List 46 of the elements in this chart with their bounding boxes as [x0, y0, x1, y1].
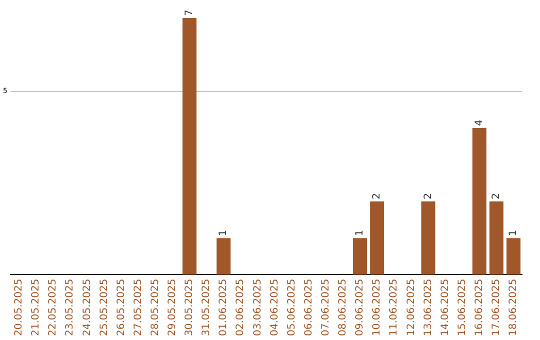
- bar: [506, 238, 520, 275]
- x-tick-label: 05.06.2025: [286, 278, 298, 336]
- data-label: 7: [184, 10, 196, 16]
- x-tick-label: 12.06.2025: [406, 278, 417, 336]
- data-label: 4: [474, 120, 485, 126]
- x-tick-label: 25.05.2025: [98, 278, 110, 336]
- data-label: 2: [491, 193, 502, 200]
- x-tick-label: 30.05.2025: [184, 278, 196, 336]
- x-tick-label: 23.05.2025: [64, 278, 76, 336]
- x-tick-label: 04.06.2025: [269, 278, 280, 336]
- x-tick-label: 21.05.2025: [30, 278, 42, 336]
- x-tick-label: 15.06.2025: [456, 278, 468, 336]
- x-tick-label: 10.06.2025: [372, 278, 383, 336]
- bar: [472, 128, 486, 275]
- x-tick-label: 18.06.2025: [508, 278, 520, 336]
- x-tick-label: 27.05.2025: [132, 278, 144, 336]
- bar: [489, 201, 504, 275]
- x-tick-label: 16.06.2025: [474, 278, 485, 336]
- bar: [182, 18, 196, 275]
- x-tick-label: 01.06.2025: [218, 278, 230, 336]
- x-tick-label: 13.06.2025: [422, 278, 434, 336]
- data-label: 2: [372, 193, 383, 200]
- x-tick-label: 03.06.2025: [252, 278, 264, 336]
- x-tick-label: 07.06.2025: [320, 278, 332, 336]
- x-tick-label: 26.05.2025: [116, 278, 127, 336]
- x-tick-label: 08.06.2025: [338, 278, 349, 336]
- x-tick-label: 22.05.2025: [48, 278, 59, 336]
- bar: [353, 238, 367, 275]
- data-label: 2: [422, 193, 434, 200]
- x-tick-label: 29.05.2025: [167, 278, 178, 336]
- x-tick-label: 09.06.2025: [354, 278, 366, 336]
- data-label: 1: [508, 230, 520, 236]
- x-tick-label: 28.05.2025: [150, 278, 161, 336]
- bar: [216, 238, 231, 275]
- x-tick-label: 31.05.2025: [201, 278, 212, 336]
- x-tick-label: 20.05.2025: [14, 278, 25, 336]
- x-tick-label: 02.06.2025: [235, 278, 246, 336]
- x-tick-label: 17.06.2025: [491, 278, 502, 336]
- bar: [421, 201, 436, 275]
- x-tick-label: 14.06.2025: [440, 278, 451, 336]
- data-label: 1: [354, 230, 366, 236]
- x-tick-label: 24.05.2025: [82, 278, 93, 336]
- x-tick-label: 11.06.2025: [388, 278, 400, 336]
- data-label: 1: [218, 230, 230, 236]
- x-tick-label: 06.06.2025: [303, 278, 314, 336]
- bar: [370, 201, 384, 275]
